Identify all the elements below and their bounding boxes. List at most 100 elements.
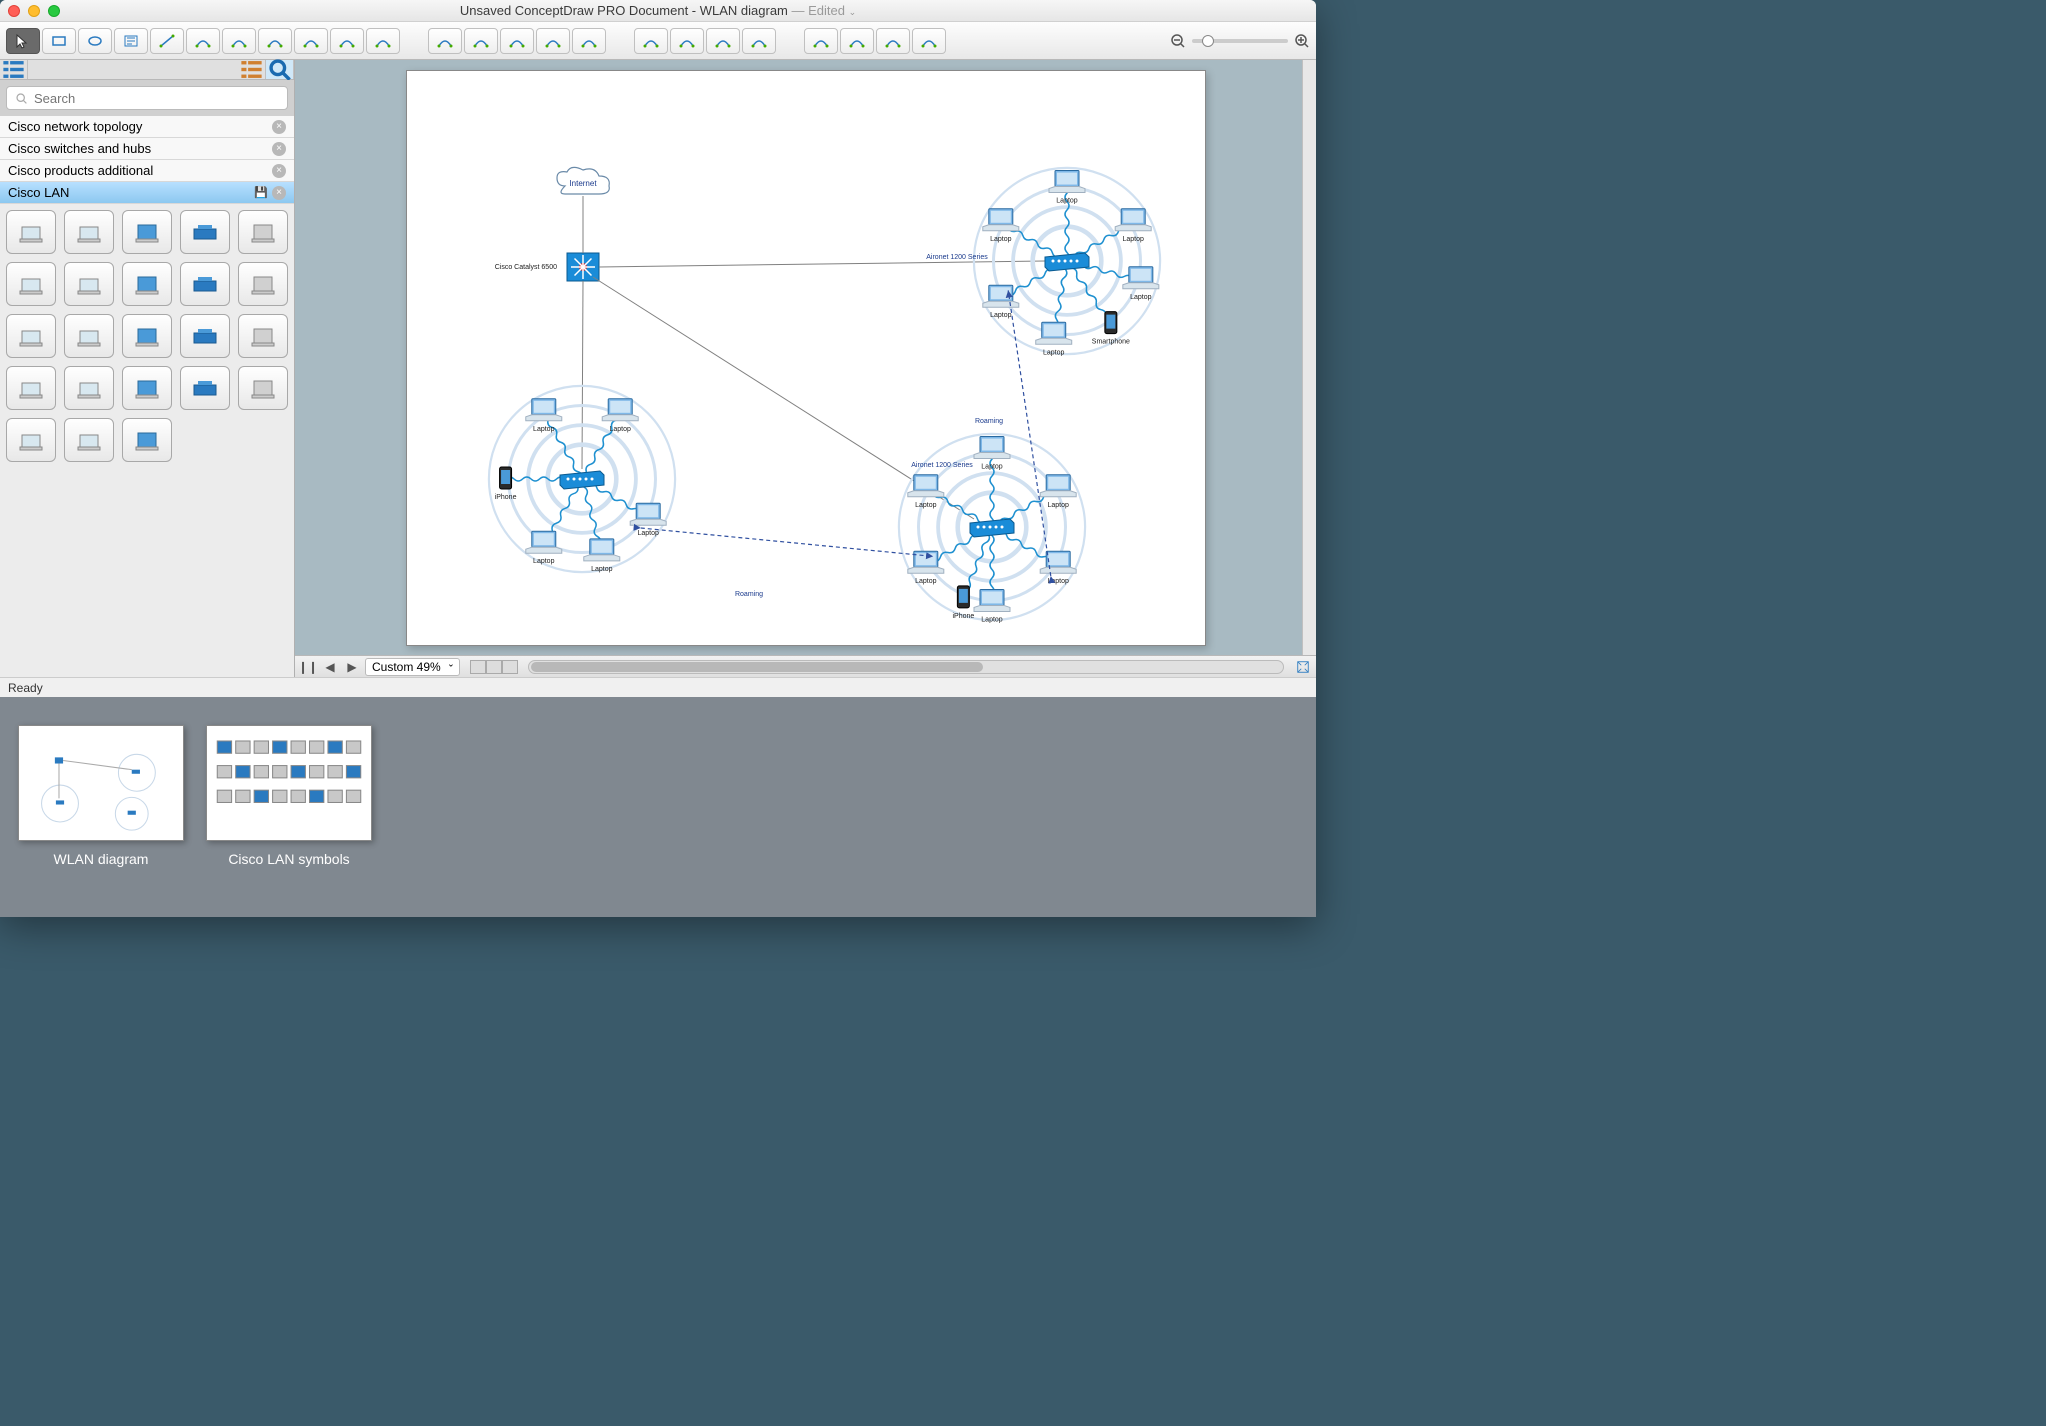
category-name: Cisco LAN xyxy=(8,185,254,200)
svg-text:Laptop: Laptop xyxy=(1047,502,1069,509)
vertical-scrollbar[interactable] xyxy=(1302,60,1316,655)
pause-icon[interactable]: ❙❙ xyxy=(299,659,317,675)
edited-indicator[interactable]: — Edited ⌄ xyxy=(788,3,856,18)
close-category-icon[interactable]: × xyxy=(272,120,286,134)
window-title: Unsaved ConceptDraw PRO Document - WLAN … xyxy=(0,3,1316,18)
tool-connector-5[interactable] xyxy=(330,28,364,54)
shape-stencil-22[interactable] xyxy=(122,418,172,462)
tool-line[interactable] xyxy=(150,28,184,54)
canvas-bottombar: ❙❙ ◀ ▶ Custom 49% xyxy=(295,655,1316,677)
svg-text:iPhone: iPhone xyxy=(494,494,516,501)
sidebar-tab-list[interactable] xyxy=(0,60,28,79)
main-toolbar xyxy=(0,22,1316,60)
page-thumbnails: WLAN diagramCisco LAN symbols xyxy=(0,697,1316,917)
status-text: Ready xyxy=(8,681,43,695)
tool-rotate[interactable] xyxy=(634,28,668,54)
close-category-icon[interactable]: × xyxy=(272,164,286,178)
view-mode-3[interactable] xyxy=(502,660,518,674)
next-page-button[interactable]: ▶ xyxy=(343,659,361,675)
canvas-area: InternetCisco Catalyst 6500 Laptop Lapto… xyxy=(295,60,1316,677)
category-name: Cisco network topology xyxy=(8,119,268,134)
shape-stencil-16[interactable] xyxy=(64,366,114,410)
tool-pointer[interactable] xyxy=(6,28,40,54)
category-name: Cisco switches and hubs xyxy=(8,141,268,156)
tool-pan[interactable] xyxy=(840,28,874,54)
tool-path-3[interactable] xyxy=(572,28,606,54)
shape-stencil-7[interactable] xyxy=(122,262,172,306)
shape-stencil-0[interactable] xyxy=(6,210,56,254)
svg-text:Laptop: Laptop xyxy=(1043,349,1065,356)
tool-zoom-in[interactable] xyxy=(804,28,838,54)
tool-path-1[interactable] xyxy=(500,28,534,54)
diagram-page[interactable]: InternetCisco Catalyst 6500 Laptop Lapto… xyxy=(406,70,1206,646)
shape-stencil-14[interactable] xyxy=(238,314,288,358)
fit-page-button[interactable] xyxy=(1294,659,1312,675)
tool-rectangle[interactable] xyxy=(42,28,76,54)
shape-stencil-10[interactable] xyxy=(6,314,56,358)
svg-text:iPhone: iPhone xyxy=(952,613,974,620)
shape-stencil-5[interactable] xyxy=(6,262,56,306)
view-mode-2[interactable] xyxy=(486,660,502,674)
category-row-1[interactable]: Cisco switches and hubs × xyxy=(0,138,294,160)
thumbnail-0[interactable]: WLAN diagram xyxy=(18,725,184,867)
shape-stencil-11[interactable] xyxy=(64,314,114,358)
tool-user[interactable] xyxy=(876,28,910,54)
close-category-icon[interactable]: × xyxy=(272,142,286,156)
search-input[interactable] xyxy=(34,91,279,106)
save-icon[interactable]: 💾 xyxy=(254,186,268,200)
shape-stencil-21[interactable] xyxy=(64,418,114,462)
search-box[interactable] xyxy=(6,86,288,110)
sidebar-tabs xyxy=(0,60,294,80)
tool-text[interactable] xyxy=(114,28,148,54)
shape-stencil-9[interactable] xyxy=(238,262,288,306)
tool-ungroup[interactable] xyxy=(742,28,776,54)
shape-stencil-15[interactable] xyxy=(6,366,56,410)
svg-text:Laptop: Laptop xyxy=(591,566,613,573)
tool-group[interactable] xyxy=(706,28,740,54)
sidebar-tab-detail[interactable] xyxy=(238,60,266,79)
view-mode-1[interactable] xyxy=(470,660,486,674)
category-row-3[interactable]: Cisco LAN💾 × xyxy=(0,182,294,204)
tool-flip-h[interactable] xyxy=(670,28,704,54)
shape-stencil-20[interactable] xyxy=(6,418,56,462)
shape-stencil-3[interactable] xyxy=(180,210,230,254)
shape-stencil-13[interactable] xyxy=(180,314,230,358)
tool-connector-4[interactable] xyxy=(294,28,328,54)
shape-stencil-6[interactable] xyxy=(64,262,114,306)
zoom-slider[interactable] xyxy=(1170,33,1310,49)
tool-connector-3[interactable] xyxy=(258,28,292,54)
shape-stencil-19[interactable] xyxy=(238,366,288,410)
tool-eyedropper[interactable] xyxy=(912,28,946,54)
zoom-select[interactable]: Custom 49% xyxy=(365,658,460,676)
shape-stencil-4[interactable] xyxy=(238,210,288,254)
svg-text:Roaming: Roaming xyxy=(974,418,1002,425)
canvas-viewport[interactable]: InternetCisco Catalyst 6500 Laptop Lapto… xyxy=(295,60,1316,655)
tool-curve[interactable] xyxy=(428,28,462,54)
svg-text:Internet: Internet xyxy=(569,179,597,188)
prev-page-button[interactable]: ◀ xyxy=(321,659,339,675)
tool-connector-2[interactable] xyxy=(222,28,256,54)
horizontal-scrollbar[interactable] xyxy=(528,660,1284,674)
close-category-icon[interactable]: × xyxy=(272,186,286,200)
category-row-0[interactable]: Cisco network topology × xyxy=(0,116,294,138)
doc-name: WLAN diagram xyxy=(700,3,788,18)
svg-text:Aironet 1200 Series: Aironet 1200 Series xyxy=(926,254,988,261)
tool-ellipse[interactable] xyxy=(78,28,112,54)
tool-eraser[interactable] xyxy=(366,28,400,54)
category-row-2[interactable]: Cisco products additional× xyxy=(0,160,294,182)
shape-stencil-1[interactable] xyxy=(64,210,114,254)
tool-arc[interactable] xyxy=(464,28,498,54)
shape-stencil-18[interactable] xyxy=(180,366,230,410)
tool-path-2[interactable] xyxy=(536,28,570,54)
shape-stencil-12[interactable] xyxy=(122,314,172,358)
shape-stencil-2[interactable] xyxy=(122,210,172,254)
tool-connector-1[interactable] xyxy=(186,28,220,54)
svg-text:Laptop: Laptop xyxy=(981,464,1003,471)
zoom-in-icon[interactable] xyxy=(1294,33,1310,49)
thumbnail-1[interactable]: Cisco LAN symbols xyxy=(206,725,372,867)
sidebar-tab-search[interactable] xyxy=(266,60,294,79)
zoom-out-icon[interactable] xyxy=(1170,33,1186,49)
shape-stencil-17[interactable] xyxy=(122,366,172,410)
shape-stencil-8[interactable] xyxy=(180,262,230,306)
svg-text:Laptop: Laptop xyxy=(533,426,555,433)
